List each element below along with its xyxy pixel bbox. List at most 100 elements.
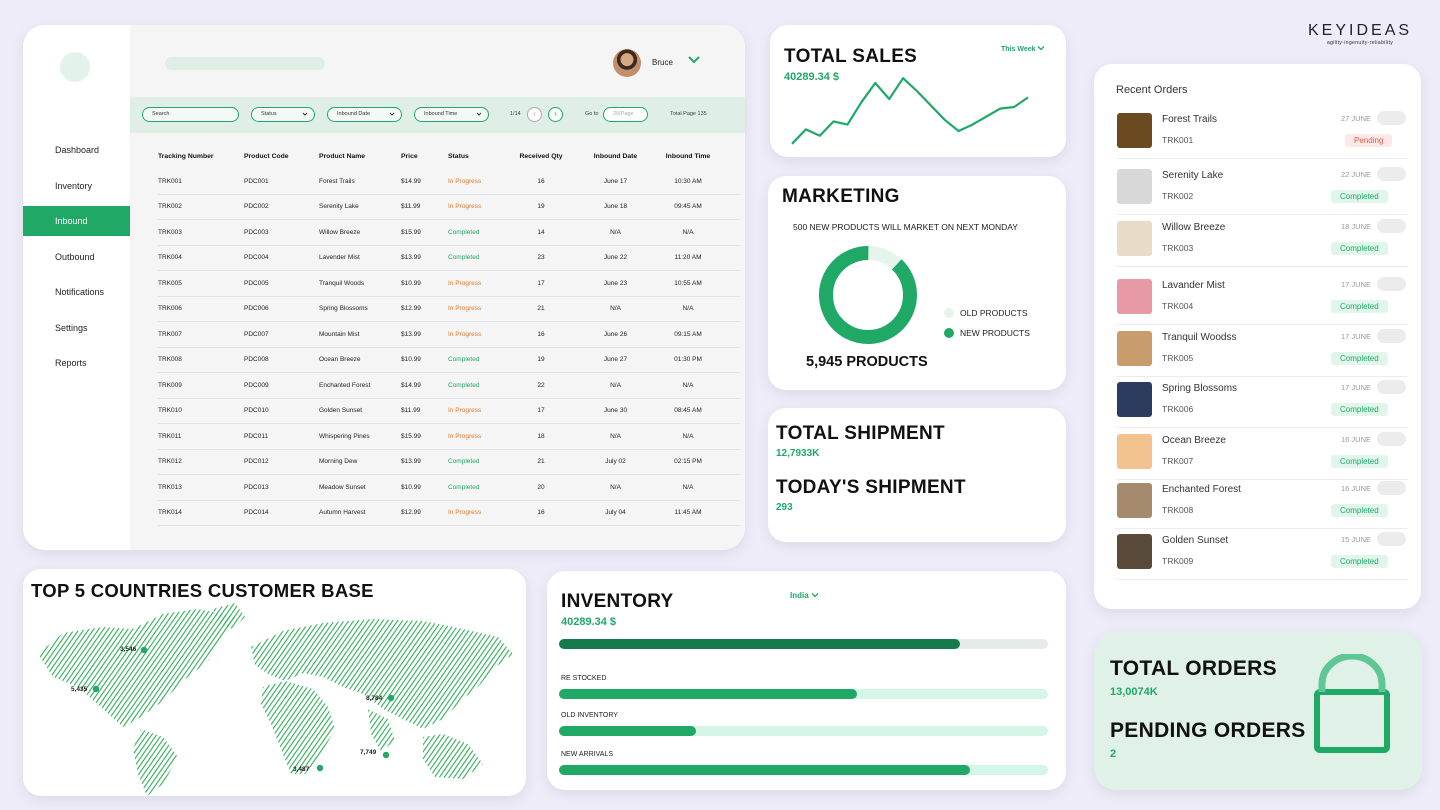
app-logo[interactable] xyxy=(60,52,90,82)
map-marker[interactable] xyxy=(92,685,100,693)
chevron-down-icon[interactable] xyxy=(687,55,701,65)
inventory-bar-fill xyxy=(559,689,858,699)
table-row[interactable]: TRK002 PDC002 Serenity Lake $11.99 In Progre… xyxy=(158,195,740,220)
product-thumbnail xyxy=(1117,113,1152,148)
table-row[interactable]: TRK012 PDC012 Morning Dew $13.99 Completed 21… xyxy=(158,450,740,475)
table-cell: 22 xyxy=(537,381,545,389)
table-row[interactable]: TRK007 PDC007 Mountain Mist $13.99 In Progre… xyxy=(158,322,740,348)
order-date: 17 JUNE xyxy=(1341,332,1372,341)
table-row[interactable]: TRK004 PDC004 Lavender Mist $13.99 Completed… xyxy=(158,246,740,271)
table-cell: Mountain Mist xyxy=(319,330,360,338)
marker-label: 3,546 xyxy=(120,646,137,653)
order-toggle[interactable] xyxy=(1377,219,1406,233)
table-cell: Spring Blossoms xyxy=(319,305,368,313)
table-row[interactable]: TRK013 PDC013 Meadow Sunset $10.99 Completed… xyxy=(158,475,740,501)
order-code: TRK002 xyxy=(1162,191,1194,201)
sidebar-item-reports[interactable]: Reports xyxy=(55,358,87,368)
order-item[interactable]: Ocean Breeze TRK007 16 JUNE Completed xyxy=(1116,428,1408,480)
sidebar-item-outbound[interactable]: Outbound xyxy=(55,251,95,262)
column-header[interactable]: Product Name xyxy=(319,153,366,160)
order-toggle[interactable] xyxy=(1377,277,1406,291)
order-toggle[interactable] xyxy=(1377,167,1406,181)
bar-label: RE STOCKED xyxy=(561,675,607,682)
order-name: Ocean Breeze xyxy=(1162,435,1226,446)
shopping-bag-icon xyxy=(1314,654,1390,753)
map-marker[interactable] xyxy=(140,646,148,654)
search-input[interactable]: Search xyxy=(142,107,239,122)
table-body: TRK001 PDC001 Forest Trails $14.99 In Progre… xyxy=(158,169,740,526)
table-cell: June 22 xyxy=(603,254,628,262)
order-item[interactable]: Tranquil Woodss TRK005 17 JUNE Completed xyxy=(1116,325,1408,377)
order-date: 16 JUNE xyxy=(1341,435,1372,444)
map-marker[interactable] xyxy=(382,751,390,759)
column-header[interactable]: Tracking Number xyxy=(158,153,214,160)
avatar[interactable] xyxy=(613,49,641,77)
sidebar-item-notifications[interactable]: Notifications xyxy=(55,287,105,297)
table-cell: PDC008 xyxy=(244,356,269,364)
order-toggle[interactable] xyxy=(1377,380,1406,394)
total-orders-title: TOTAL ORDERS xyxy=(1110,657,1277,680)
per-page-select[interactable]: 20/Page xyxy=(603,107,648,122)
status-filter[interactable]: Status xyxy=(251,107,315,122)
table-cell: $10.99 xyxy=(401,356,421,364)
inventory-bar-fill xyxy=(559,639,960,649)
inbound-time-filter[interactable]: Inbound Time xyxy=(414,107,489,122)
order-item[interactable]: Enchanted Forest TRK008 16 JUNE Completed xyxy=(1116,477,1408,529)
table-row[interactable]: TRK009 PDC009 Enchanted Forest $14.99 Comple… xyxy=(158,373,740,399)
column-header[interactable]: Inbound Time xyxy=(665,153,711,160)
product-thumbnail xyxy=(1117,221,1152,256)
next-page-button[interactable]: › xyxy=(548,107,563,122)
map-marker[interactable] xyxy=(316,764,324,772)
table-cell: $15.99 xyxy=(401,228,421,236)
table-row[interactable]: TRK003 PDC003 Willow Breeze $15.99 Completed… xyxy=(158,220,740,246)
order-toggle[interactable] xyxy=(1377,532,1406,546)
search-placeholder: Search xyxy=(152,111,170,117)
chevron-down-icon xyxy=(811,593,819,598)
order-item[interactable]: Serenity Lake TRK002 22 JUNE Completed xyxy=(1116,163,1408,215)
per-page-value: 20/Page xyxy=(613,111,634,117)
status-text: In Progress xyxy=(448,305,482,313)
sidebar-item-inventory[interactable]: Inventory xyxy=(55,180,93,191)
table-row[interactable]: TRK006 PDC006 Spring Blossoms $12.99 In Prog… xyxy=(158,297,740,322)
inventory-bar-fill xyxy=(559,765,970,775)
table-cell: PDC013 xyxy=(244,483,269,491)
table-cell: 21 xyxy=(537,305,545,313)
user-name[interactable]: Bruce xyxy=(652,58,673,67)
header-search-placeholder[interactable] xyxy=(165,57,325,70)
column-header[interactable]: Price xyxy=(401,153,418,160)
order-toggle[interactable] xyxy=(1377,111,1406,125)
period-select[interactable]: This Week xyxy=(1001,45,1045,53)
sidebar-item-settings[interactable]: Settings xyxy=(55,322,88,333)
table-row[interactable]: TRK011 PDC011 Whispering Pines $15.99 In Pro… xyxy=(158,424,740,450)
order-toggle[interactable] xyxy=(1377,481,1406,495)
legend-new-products: NEW PRODUCTS xyxy=(944,328,1030,338)
product-thumbnail xyxy=(1117,279,1152,314)
column-header[interactable]: Inbound Date xyxy=(593,153,638,160)
order-toggle[interactable] xyxy=(1377,329,1406,343)
brand-tagline: agility·ingenuity·reliability xyxy=(1326,40,1394,46)
table-cell: $11.99 xyxy=(401,407,421,415)
order-item[interactable]: Willow Breeze TRK003 18 JUNE Completed xyxy=(1116,215,1408,267)
column-header[interactable]: Product Code xyxy=(244,153,289,160)
column-header[interactable]: Status xyxy=(448,153,469,160)
sidebar-nav: Dashboard Inventory Inbound Outbound Notific… xyxy=(23,135,130,384)
column-header[interactable]: Received Qty xyxy=(519,153,563,160)
country-select[interactable]: India xyxy=(790,591,819,600)
sidebar-item-inbound[interactable]: Inbound xyxy=(23,206,130,236)
table-row[interactable]: TRK010 PDC010 Golden Sunset $11.99 In Progre… xyxy=(158,399,740,424)
table-cell: $10.99 xyxy=(401,483,421,491)
prev-page-button[interactable]: ‹ xyxy=(527,107,542,122)
order-item[interactable]: Golden Sunset TRK009 15 JUNE Completed xyxy=(1116,528,1408,580)
inbound-date-filter[interactable]: Inbound Date xyxy=(327,107,402,122)
table-row[interactable]: TRK001 PDC001 Forest Trails $14.99 In Progre… xyxy=(158,169,740,195)
map-marker[interactable] xyxy=(387,694,395,702)
order-item[interactable]: Lavander Mist TRK004 17 JUNE Completed xyxy=(1116,273,1408,325)
order-item[interactable]: Forest Trails TRK001 27 JUNE Pending xyxy=(1116,107,1408,159)
order-toggle[interactable] xyxy=(1377,432,1406,446)
table-row[interactable]: TRK008 PDC008 Ocean Breeze $10.99 Completed 1… xyxy=(158,348,740,373)
table-row[interactable]: TRK005 PDC005 Tranquil Woods $10.99 In Progr… xyxy=(158,271,740,297)
order-item[interactable]: Spring Blossoms TRK006 17 JUNE Completed xyxy=(1116,376,1408,428)
table-cell: July 04 xyxy=(605,509,626,517)
table-row[interactable]: TRK014 PDC014 Autumn Harvest $12.99 In Progr… xyxy=(158,501,740,526)
sidebar-item-dashboard[interactable]: Dashboard xyxy=(55,145,100,155)
